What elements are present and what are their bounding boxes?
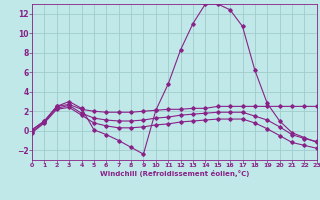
X-axis label: Windchill (Refroidissement éolien,°C): Windchill (Refroidissement éolien,°C)	[100, 170, 249, 177]
